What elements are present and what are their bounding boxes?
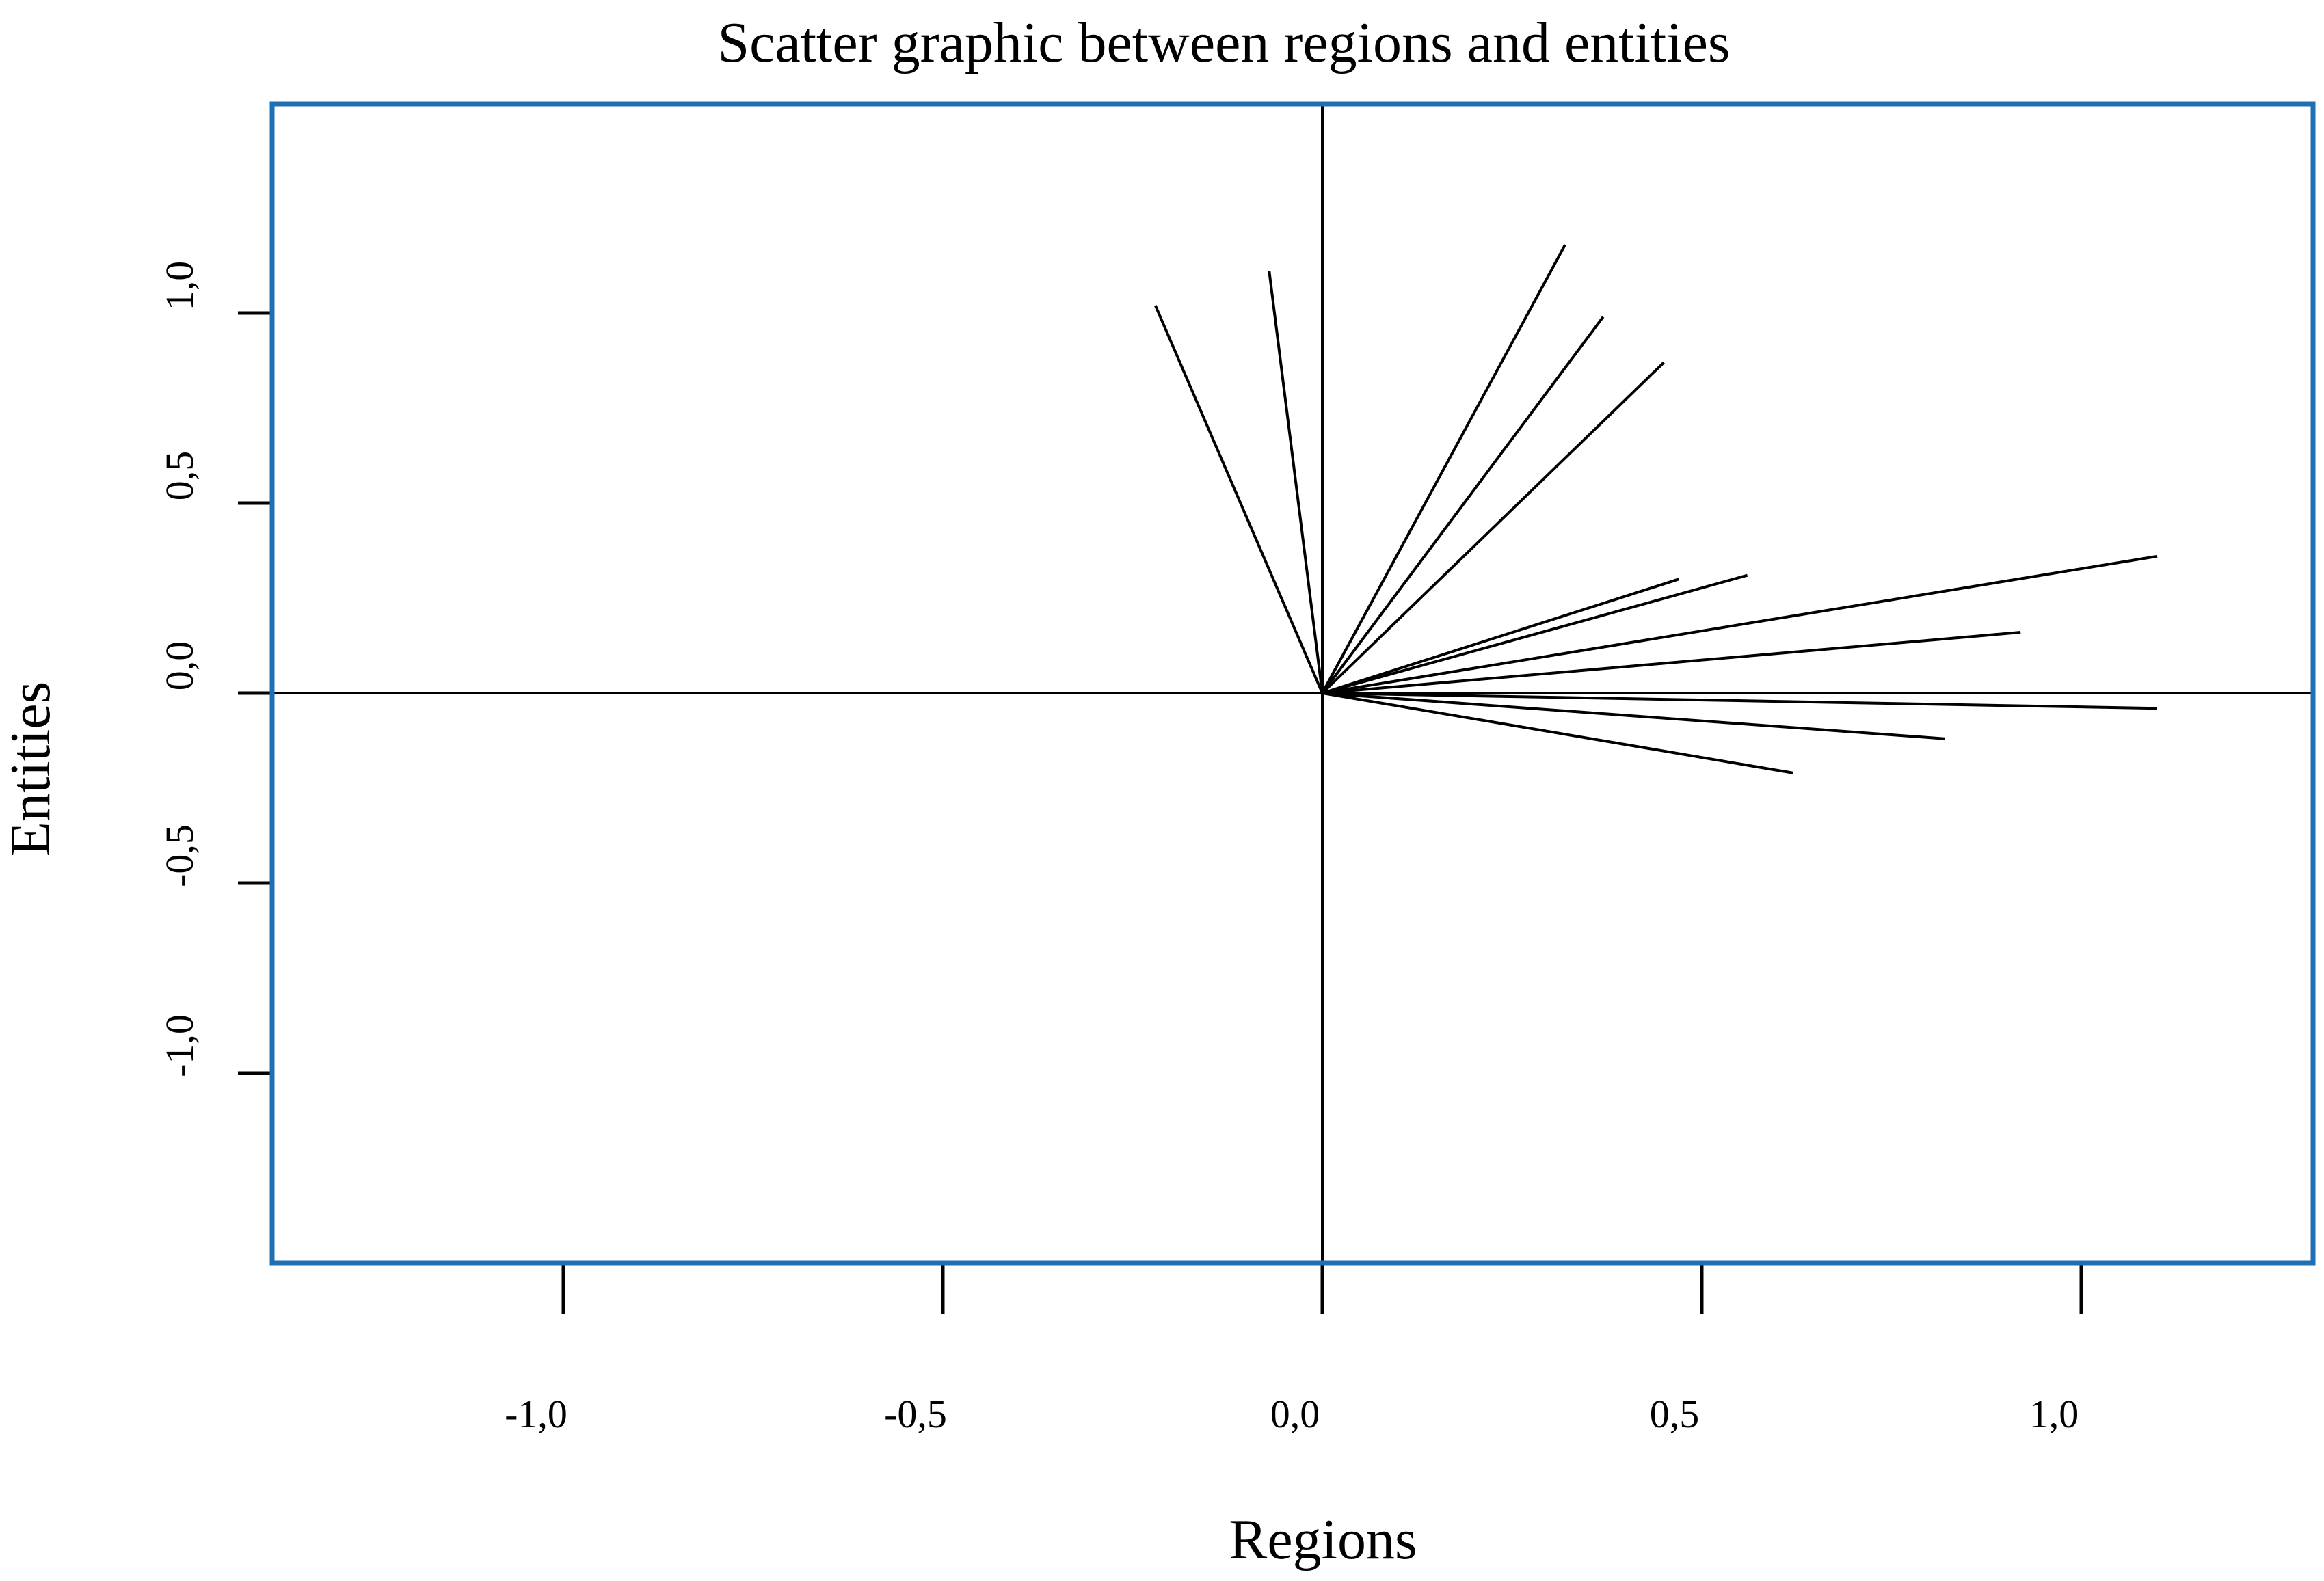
chart-title: Scatter graphic between regions and enti…: [717, 11, 1730, 75]
vector-line: [1321, 316, 1605, 694]
y-tick-label: 1,0: [157, 261, 202, 311]
x-tick-label: -1,0: [505, 1392, 567, 1436]
vector-line: [1268, 271, 1324, 694]
vector-line: [1322, 692, 1945, 740]
vector-line: [1322, 692, 2158, 710]
x-tick-label: -0,5: [884, 1392, 947, 1436]
vector-line: [1322, 578, 1680, 694]
x-tick-label: 0,5: [1650, 1392, 1700, 1436]
vectors-layer: [1153, 243, 2158, 774]
vector-line: [1322, 554, 2158, 694]
y-tick-label: -1,0: [157, 1014, 202, 1077]
ticks-layer: -1,0 -0,5 0,0 0,5 1,0 1,0 0,5 0,0 -0,5 -1,0: [157, 261, 2083, 1436]
y-tick-label: -0,5: [157, 824, 202, 887]
x-axis-title: Regions: [1229, 1508, 1417, 1571]
plot-frame: [269, 101, 2316, 1266]
vector-line: [1321, 361, 1665, 694]
y-tick-label: 0,0: [157, 641, 202, 691]
vector-line: [1322, 573, 1748, 694]
y-tick-label: 0,5: [157, 451, 202, 501]
vector-line: [1322, 631, 2021, 694]
vector-line: [1321, 243, 1566, 694]
x-tick-label: 1,0: [2029, 1392, 2079, 1436]
x-tick-label: 0,0: [1270, 1392, 1320, 1436]
y-axis-title: Entities: [0, 681, 62, 857]
vector-line: [1322, 692, 1793, 774]
axes-layer: [272, 104, 2313, 1263]
vector-line: [1153, 305, 1324, 694]
